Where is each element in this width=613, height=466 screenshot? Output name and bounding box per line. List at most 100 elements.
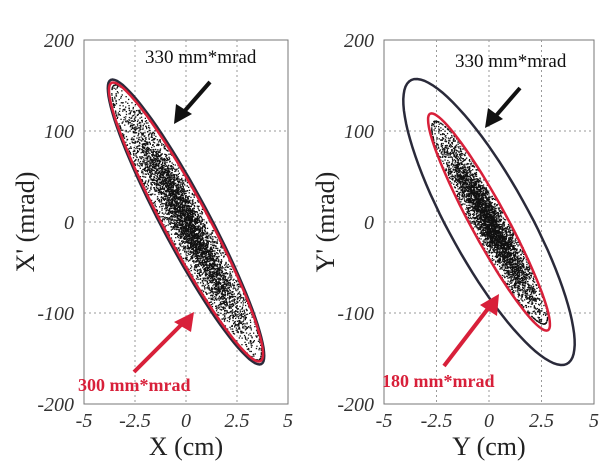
particle-point — [206, 281, 208, 283]
particle-point — [175, 177, 178, 180]
particle-point — [141, 151, 143, 153]
particle-point — [175, 227, 177, 229]
particle-point — [164, 161, 166, 163]
particle-point — [225, 300, 228, 303]
particle-point — [173, 181, 175, 183]
particle-point — [119, 127, 122, 129]
particle-point — [213, 253, 216, 255]
particle-point — [169, 178, 171, 180]
particle-point — [179, 190, 182, 192]
particle-point — [167, 201, 170, 203]
particle-point — [158, 178, 160, 180]
particle-point — [125, 120, 127, 122]
particle-point — [248, 334, 250, 336]
particle-point — [229, 316, 231, 318]
particle-point — [153, 166, 155, 168]
particle-point — [203, 232, 205, 235]
particle-point — [126, 120, 128, 122]
particle-point — [186, 206, 188, 208]
particle-point — [223, 307, 225, 309]
particle-point — [133, 110, 135, 113]
particle-point — [189, 253, 191, 255]
particle-point — [140, 162, 142, 165]
particle-point — [164, 178, 166, 180]
particle-point — [253, 332, 255, 334]
particle-point — [233, 286, 235, 288]
particle-point — [196, 243, 198, 245]
particle-point — [175, 228, 177, 231]
particle-point — [209, 233, 211, 235]
particle-point — [172, 168, 174, 170]
particle-point — [210, 277, 212, 279]
particle-point — [161, 203, 164, 205]
particle-point — [186, 240, 188, 243]
particle-point — [186, 200, 188, 203]
particle-point — [206, 221, 208, 223]
particle-point — [156, 157, 158, 159]
particle-point — [197, 226, 199, 228]
particle-point — [176, 190, 179, 192]
particle-point — [230, 278, 232, 280]
particle-point — [184, 214, 186, 216]
particle-point — [216, 268, 218, 270]
particle-point — [160, 154, 162, 157]
particle-point — [203, 243, 205, 245]
particle-point — [130, 120, 132, 122]
particle-point — [206, 269, 209, 272]
particle-point — [147, 141, 149, 144]
particle-point — [173, 204, 175, 206]
particle-point — [181, 177, 183, 180]
particle-point — [155, 148, 157, 151]
particle-point — [131, 120, 133, 122]
particle-point — [121, 122, 123, 124]
particle-point — [129, 126, 131, 128]
particle-point — [150, 158, 153, 160]
particle-point — [200, 236, 203, 238]
particle-point — [191, 235, 193, 237]
particle-point — [185, 202, 188, 204]
particle-point — [241, 331, 243, 333]
particle-point — [205, 258, 207, 260]
particle-point — [198, 261, 200, 264]
particle-point — [184, 211, 186, 213]
particle-point — [141, 121, 143, 123]
particle-point — [181, 190, 184, 193]
particle-point — [228, 293, 230, 295]
particle-point — [143, 143, 145, 145]
particle-point — [213, 272, 215, 274]
particle-point — [129, 122, 131, 124]
particle-point — [115, 94, 117, 96]
particle-point — [141, 156, 143, 158]
particle-point — [210, 269, 212, 271]
particle-point — [194, 237, 196, 240]
particle-point — [185, 194, 187, 197]
particle-point — [205, 291, 207, 293]
particle-point — [207, 264, 209, 266]
particle-point — [172, 177, 174, 179]
particle-point — [209, 280, 212, 283]
particle-point — [221, 285, 223, 287]
particle-point — [169, 211, 171, 213]
particle-point — [177, 181, 180, 183]
particle-point — [159, 139, 161, 141]
particle-point — [151, 178, 154, 181]
particle-point — [191, 255, 193, 257]
particle-point — [146, 157, 148, 159]
particle-point — [162, 188, 164, 190]
particle-point — [206, 246, 208, 249]
particle-point — [185, 216, 187, 218]
particle-point — [207, 284, 210, 287]
particle-point — [228, 297, 231, 299]
particle-point — [148, 179, 150, 181]
particle-point — [202, 284, 204, 286]
particle-point — [220, 282, 222, 284]
particle-point — [123, 116, 125, 119]
particle-point — [170, 204, 172, 206]
particle-point — [170, 175, 172, 177]
particle-point — [197, 260, 199, 262]
particle-point — [190, 267, 192, 269]
particle-point — [227, 282, 230, 284]
particle-point — [232, 296, 234, 298]
particle-point — [233, 311, 235, 313]
particle-point — [196, 244, 198, 247]
